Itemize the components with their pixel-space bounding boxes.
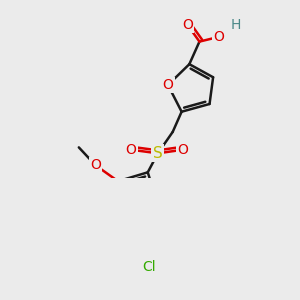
Text: Cl: Cl — [142, 260, 156, 274]
Text: S: S — [153, 146, 163, 161]
Text: O: O — [126, 143, 136, 157]
Text: O: O — [163, 78, 173, 92]
Text: O: O — [177, 143, 188, 157]
Text: H: H — [231, 18, 242, 32]
Text: O: O — [214, 30, 224, 44]
Text: O: O — [90, 158, 101, 172]
Text: O: O — [182, 18, 193, 32]
